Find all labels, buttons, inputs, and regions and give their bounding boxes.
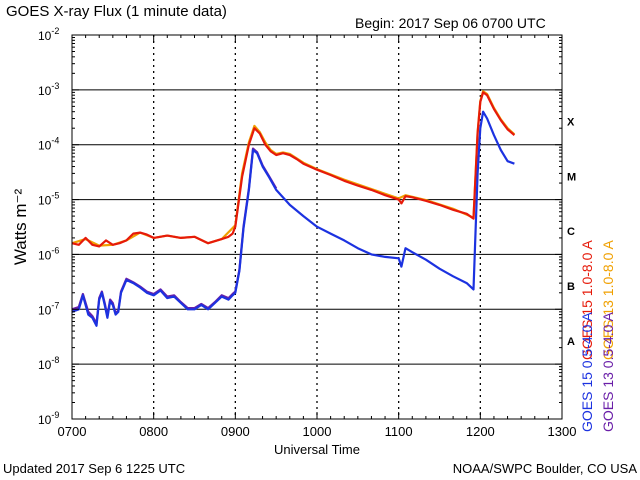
x-tick-label: 0900 <box>221 424 250 439</box>
x-tick-label: 1100 <box>385 424 413 439</box>
x-tick-label: 1300 <box>548 424 577 439</box>
gridlines <box>72 35 562 419</box>
x-tick-label: 1200 <box>466 424 495 439</box>
series-layer <box>71 90 516 327</box>
chart-title: GOES X-ray Flux (1 minute data) <box>6 3 227 20</box>
flare-class-label: A <box>567 336 575 348</box>
flare-class-label: B <box>567 281 575 293</box>
source-label: NOAA/SWPC Boulder, CO USA <box>453 461 638 476</box>
x-tick-label: 1000 <box>303 424 332 439</box>
series-line <box>71 110 515 327</box>
flare-class-labels: A B C M X <box>567 117 576 348</box>
flare-class-label: M <box>567 171 576 183</box>
x-tick-label: 0700 <box>58 424 87 439</box>
legend-entry: GOES 15 1.0-8.0 A <box>579 239 595 360</box>
legend-entry: GOES 13 0.5-4.0 A <box>600 311 616 432</box>
begin-label: Begin: 2017 Sep 06 0700 UTC <box>355 15 546 31</box>
x-axis-label: Universal Time <box>274 442 360 457</box>
y-axis-label: Watts m⁻² <box>11 188 30 265</box>
y-axis: 10-910-810-710-610-510-410-310-2 <box>38 26 562 427</box>
flare-class-label: X <box>567 117 575 129</box>
legend-entry: GOES 15 0.5-4.0 A <box>579 311 595 432</box>
x-axis: 0700 0800 0900 1000 1100 1200 1300 <box>58 35 577 439</box>
series-line <box>71 91 516 248</box>
legend-entry: GOES 13 1.0-8.0 A <box>600 239 616 360</box>
updated-label: Updated 2017 Sep 6 1225 UTC <box>3 461 185 476</box>
x-tick-label: 0800 <box>139 424 168 439</box>
flare-class-label: C <box>567 226 575 238</box>
